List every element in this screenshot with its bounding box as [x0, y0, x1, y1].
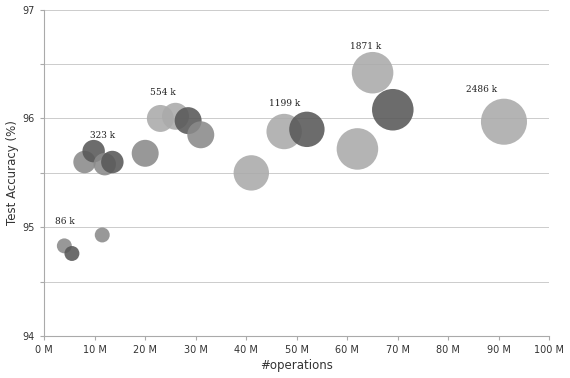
Point — [80, 159, 89, 165]
Point — [388, 107, 397, 113]
Point — [302, 126, 311, 132]
Point — [67, 251, 76, 257]
Point — [97, 232, 107, 238]
Point — [100, 161, 109, 167]
Point — [156, 115, 165, 121]
Point — [247, 170, 256, 176]
Text: 323 k: 323 k — [89, 131, 115, 140]
Point — [184, 118, 193, 124]
Point — [60, 243, 69, 249]
Text: 86 k: 86 k — [55, 217, 75, 226]
Point — [353, 146, 362, 152]
Point — [499, 119, 508, 125]
Point — [368, 70, 377, 76]
Y-axis label: Test Accuracy (%): Test Accuracy (%) — [6, 121, 19, 225]
Point — [280, 129, 289, 135]
X-axis label: #operations: #operations — [260, 359, 333, 372]
Point — [196, 132, 205, 138]
Point — [89, 148, 98, 154]
Text: 1199 k: 1199 k — [269, 99, 300, 108]
Text: 554 k: 554 k — [150, 88, 176, 97]
Text: 2486 k: 2486 k — [466, 85, 497, 94]
Point — [171, 113, 180, 119]
Point — [108, 159, 117, 165]
Point — [141, 150, 150, 156]
Text: 1871 k: 1871 k — [350, 42, 381, 51]
